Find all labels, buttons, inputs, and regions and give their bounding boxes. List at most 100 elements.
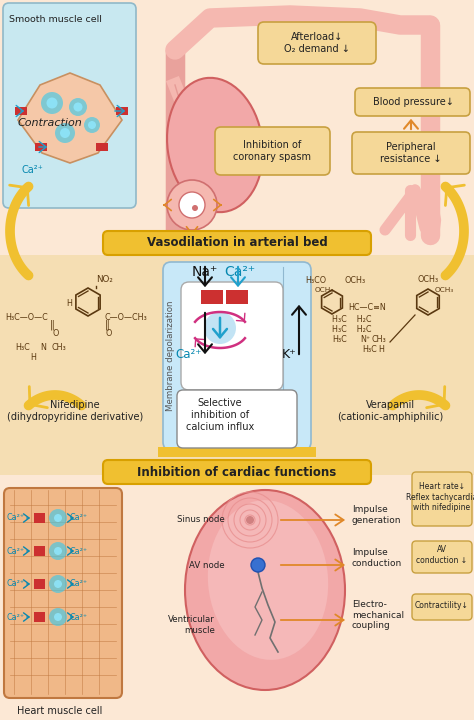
- Text: Ca²⁺: Ca²⁺: [7, 513, 25, 523]
- Circle shape: [54, 547, 62, 555]
- Circle shape: [49, 542, 67, 560]
- Bar: [201, 290, 223, 304]
- Circle shape: [54, 514, 62, 522]
- Circle shape: [55, 123, 75, 143]
- Bar: [96, 143, 108, 151]
- Bar: [34, 546, 45, 556]
- Ellipse shape: [185, 490, 345, 690]
- Text: O: O: [53, 328, 59, 338]
- Text: H: H: [378, 345, 384, 354]
- Polygon shape: [18, 73, 122, 163]
- Circle shape: [54, 580, 62, 588]
- Text: NO₂: NO₂: [96, 275, 113, 284]
- Text: H₃C—O—C: H₃C—O—C: [5, 313, 48, 323]
- Text: HC—C≡N: HC—C≡N: [348, 303, 386, 312]
- FancyBboxPatch shape: [177, 390, 297, 448]
- Text: OCH₃: OCH₃: [435, 287, 454, 293]
- Text: Membrane depolarization: Membrane depolarization: [166, 301, 175, 411]
- FancyBboxPatch shape: [3, 3, 136, 208]
- Text: H: H: [30, 354, 36, 362]
- Bar: [35, 143, 47, 151]
- Circle shape: [167, 180, 217, 230]
- Text: Ca²⁺: Ca²⁺: [70, 613, 88, 621]
- Bar: [15, 107, 27, 115]
- FancyBboxPatch shape: [412, 594, 472, 620]
- Text: Ca²⁺: Ca²⁺: [21, 165, 43, 175]
- Circle shape: [49, 575, 67, 593]
- Text: Impulse
generation: Impulse generation: [352, 505, 401, 525]
- Text: Ventricular
muscle: Ventricular muscle: [168, 616, 215, 635]
- Text: OCH₃: OCH₃: [315, 287, 334, 293]
- Circle shape: [251, 558, 265, 572]
- Text: Ca²⁺: Ca²⁺: [70, 580, 88, 588]
- Text: Contraction: Contraction: [18, 118, 82, 128]
- Text: OCH₃: OCH₃: [418, 275, 439, 284]
- Text: Ca²⁺: Ca²⁺: [7, 580, 25, 588]
- Circle shape: [54, 613, 62, 621]
- Text: Vasodilation in arterial bed: Vasodilation in arterial bed: [146, 236, 328, 250]
- Text: OCH₃: OCH₃: [345, 276, 366, 285]
- FancyBboxPatch shape: [215, 127, 330, 175]
- Text: Sinus node: Sinus node: [177, 516, 225, 524]
- Circle shape: [60, 128, 70, 138]
- Text: Verapamil
(cationic-amphiphilic): Verapamil (cationic-amphiphilic): [337, 400, 443, 422]
- Bar: [158, 447, 316, 457]
- Circle shape: [246, 516, 254, 524]
- FancyBboxPatch shape: [352, 132, 470, 174]
- Text: Contractility↓: Contractility↓: [415, 600, 469, 610]
- Text: Ca²⁺: Ca²⁺: [70, 513, 88, 523]
- Circle shape: [179, 192, 205, 218]
- Text: CH₃: CH₃: [372, 335, 387, 344]
- Text: N: N: [40, 343, 46, 353]
- Text: AV node: AV node: [190, 560, 225, 570]
- Ellipse shape: [208, 500, 328, 660]
- Bar: [34, 579, 45, 589]
- Text: Ca²⁺: Ca²⁺: [175, 348, 201, 361]
- Text: Na⁺: Na⁺: [192, 265, 218, 279]
- FancyBboxPatch shape: [163, 262, 311, 450]
- Text: Heart muscle cell: Heart muscle cell: [18, 706, 103, 716]
- Text: H₃C    H₂C: H₃C H₂C: [332, 325, 372, 334]
- Circle shape: [84, 117, 100, 133]
- Text: Selective
inhibition of
calcium influx: Selective inhibition of calcium influx: [186, 398, 254, 431]
- Circle shape: [204, 312, 236, 344]
- FancyBboxPatch shape: [103, 460, 371, 484]
- Text: Inhibition of
coronary spasm: Inhibition of coronary spasm: [233, 140, 311, 162]
- Text: N⁺: N⁺: [360, 335, 370, 344]
- FancyBboxPatch shape: [355, 88, 470, 116]
- FancyBboxPatch shape: [412, 472, 472, 526]
- Text: H₃C: H₃C: [332, 335, 347, 344]
- Circle shape: [69, 98, 87, 116]
- Text: AV
conduction ↓: AV conduction ↓: [417, 545, 467, 564]
- Text: Afterload↓
O₂ demand ↓: Afterload↓ O₂ demand ↓: [284, 32, 350, 54]
- Text: Heart rate↓
Reflex tachycardia
with nifedipine: Heart rate↓ Reflex tachycardia with nife…: [406, 482, 474, 512]
- FancyBboxPatch shape: [4, 488, 122, 698]
- Text: H₃CO: H₃CO: [305, 276, 326, 285]
- Bar: [34, 612, 45, 622]
- Text: Blood pressure↓: Blood pressure↓: [373, 97, 454, 107]
- Text: ‖: ‖: [105, 320, 110, 330]
- Text: Ca²⁺: Ca²⁺: [7, 613, 25, 621]
- Circle shape: [46, 97, 57, 109]
- FancyBboxPatch shape: [412, 541, 472, 573]
- Bar: [116, 107, 128, 115]
- Text: Impulse
conduction: Impulse conduction: [352, 549, 402, 567]
- Text: Peripheral
resistance ↓: Peripheral resistance ↓: [380, 143, 442, 163]
- FancyBboxPatch shape: [181, 282, 283, 390]
- Text: K⁺: K⁺: [282, 348, 296, 361]
- FancyBboxPatch shape: [258, 22, 376, 64]
- Text: H₃C    H₂C: H₃C H₂C: [332, 315, 372, 324]
- Text: ‖: ‖: [50, 320, 55, 330]
- Ellipse shape: [167, 78, 263, 212]
- Text: H₃C: H₃C: [15, 343, 30, 353]
- Text: Ca²⁺: Ca²⁺: [224, 265, 255, 279]
- Circle shape: [41, 92, 63, 114]
- Text: Ca²⁺: Ca²⁺: [7, 546, 25, 556]
- Text: Arterial
blood vessel: Arterial blood vessel: [165, 237, 219, 256]
- Bar: [34, 513, 45, 523]
- Text: Electro-
mechanical
coupling: Electro- mechanical coupling: [352, 600, 404, 630]
- Text: Inhibition of cardiac functions: Inhibition of cardiac functions: [137, 466, 337, 479]
- Circle shape: [192, 205, 198, 211]
- Bar: [226, 290, 248, 304]
- Text: O: O: [106, 328, 112, 338]
